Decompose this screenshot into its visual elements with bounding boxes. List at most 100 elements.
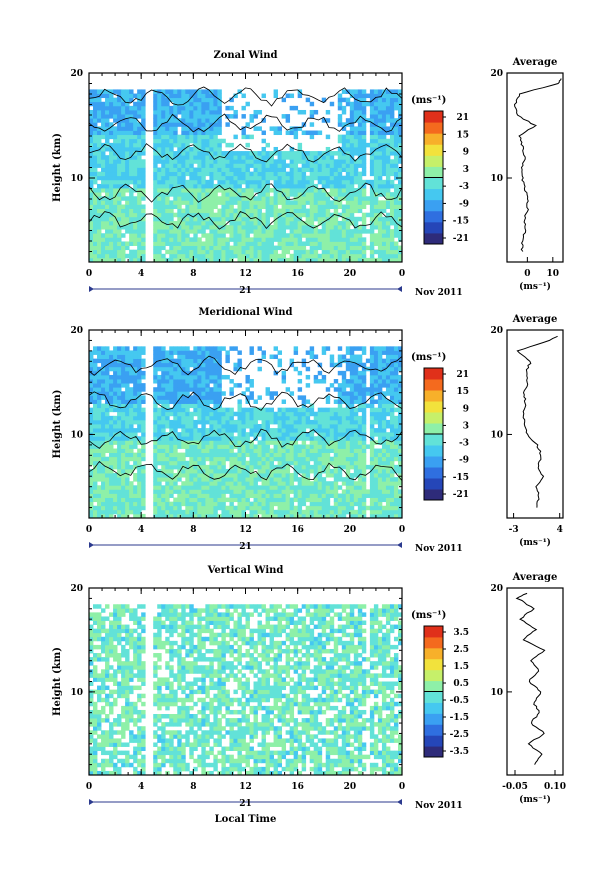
heatmap-cell: [257, 411, 262, 417]
x-tick-label: 20: [344, 269, 357, 279]
heatmap-cell: [153, 473, 158, 478]
heatmap-cell: [217, 126, 222, 131]
heatmap-cell: [365, 200, 371, 205]
heatmap-cell: [233, 509, 238, 515]
heatmap-cell: [129, 399, 134, 404]
heatmap-cell: [165, 399, 170, 404]
heatmap-cell: [137, 229, 142, 234]
heatmap-cell: [397, 204, 403, 209]
heatmap-cell: [197, 204, 202, 209]
heatmap-cell: [325, 436, 331, 441]
heatmap-cell: [341, 89, 347, 94]
heatmap-cell: [121, 509, 126, 515]
heatmap-cell: [345, 464, 351, 470]
heatmap-cell: [233, 362, 238, 368]
heatmap-cell: [285, 452, 291, 458]
heatmap-cell: [197, 220, 202, 226]
heatmap-cell: [161, 436, 166, 441]
heatmap-cell: [309, 509, 315, 515]
heatmap-cell: [169, 481, 174, 486]
heatmap-cell: [341, 464, 347, 470]
heatmap-cell: [349, 163, 355, 168]
heatmap-cell: [313, 473, 319, 478]
heatmap-cell: [197, 101, 202, 107]
heatmap-cell: [125, 89, 130, 94]
heatmap-cell: [261, 188, 266, 193]
heatmap-cell: [169, 134, 174, 140]
heatmap-cell: [169, 513, 174, 519]
heatmap-cell: [185, 200, 190, 205]
heatmap-cell: [321, 501, 327, 507]
heatmap-cell: [341, 249, 347, 255]
heatmap-cell: [133, 229, 138, 234]
heatmap-cell: [173, 513, 178, 519]
heatmap-cell: [137, 241, 142, 246]
heatmap-cell: [369, 122, 375, 127]
heatmap-cell: [89, 237, 94, 242]
heatmap-cell: [161, 183, 166, 189]
heatmap-cell: [297, 241, 303, 246]
heatmap-cell: [117, 204, 122, 209]
heatmap-cell: [121, 257, 126, 263]
heatmap-cell: [177, 358, 182, 364]
heatmap-cell: [161, 257, 166, 263]
heatmap-cell: [261, 138, 266, 144]
heatmap-cell: [101, 171, 106, 177]
heatmap-cell: [141, 481, 146, 486]
heatmap-cell: [153, 225, 158, 230]
heatmap-cell: [261, 419, 266, 425]
heatmap-cell: [193, 456, 198, 462]
heatmap-cell: [217, 167, 222, 173]
heatmap-cell: [117, 233, 122, 238]
heatmap-cell: [309, 130, 315, 136]
heatmap-cell: [89, 485, 94, 490]
heatmap-cell: [321, 448, 327, 454]
heatmap-cell: [297, 208, 303, 214]
heatmap-cell: [105, 379, 110, 384]
heatmap-cell: [189, 253, 194, 259]
heatmap-cell: [133, 159, 138, 164]
heatmap-cell: [93, 440, 98, 445]
heatmap-cell: [337, 358, 343, 364]
heatmap-cell: [341, 436, 347, 441]
heatmap-cell: [165, 456, 170, 462]
heatmap-cell: [161, 130, 166, 136]
heatmap-cell: [165, 424, 170, 429]
heatmap-cell: [361, 249, 367, 255]
heatmap-cell: [349, 101, 355, 107]
heatmap-cell: [357, 171, 363, 177]
heatmap-cell: [305, 366, 311, 372]
heatmap-cell: [213, 493, 218, 498]
heatmap-cell: [193, 481, 198, 486]
heatmap-cell: [93, 493, 98, 498]
heatmap-cell: [153, 122, 158, 127]
heatmap-cell: [241, 249, 246, 255]
heatmap-cell: [177, 407, 182, 413]
heatmap-cell: [113, 188, 118, 193]
heatmap-cell: [193, 379, 198, 384]
heatmap-cell: [269, 237, 274, 242]
heatmap-cell: [337, 497, 343, 503]
heatmap-cell: [125, 379, 130, 384]
heatmap-cell: [101, 436, 106, 441]
heatmap-cell: [377, 208, 383, 214]
heatmap-cell: [141, 253, 146, 259]
heatmap-cell: [301, 233, 307, 238]
heatmap-cell: [293, 440, 299, 445]
heatmap-cell: [97, 383, 102, 388]
heatmap-cell: [129, 387, 134, 392]
heatmap-cell: [173, 509, 178, 515]
heatmap-cell: [241, 105, 246, 111]
heatmap-cell: [201, 399, 206, 404]
heatmap-cell: [137, 122, 142, 127]
heatmap-cell: [169, 188, 174, 193]
heatmap-cell: [301, 403, 307, 409]
heatmap-cell: [301, 513, 307, 519]
heatmap-cell: [253, 444, 258, 449]
heatmap-cell: [141, 179, 146, 185]
heatmap-cell: [121, 448, 126, 454]
heatmap-cell: [181, 249, 186, 255]
heatmap-cell: [141, 97, 146, 103]
heatmap-cell: [165, 233, 170, 238]
heatmap-cell: [201, 200, 206, 205]
